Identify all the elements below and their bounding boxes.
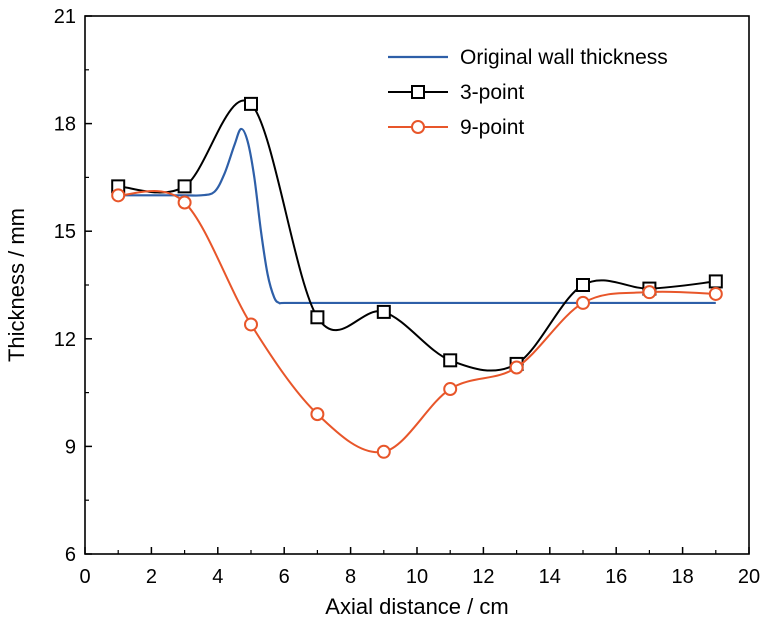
- series-line-3-point: [118, 99, 716, 372]
- data-point-9-point: [244, 317, 258, 332]
- y-tick-label: 12: [54, 329, 76, 351]
- data-point-3-point: [376, 304, 391, 319]
- data-point-3-point: [177, 179, 192, 194]
- legend-marker-3-point: [411, 85, 425, 99]
- data-point-9-point: [177, 195, 192, 210]
- data-point-9-point: [708, 286, 723, 301]
- data-point-3-point: [244, 96, 258, 111]
- series-line-9-point: [118, 190, 716, 454]
- x-tick-label: 16: [605, 566, 627, 588]
- y-tick-label: 9: [65, 436, 76, 458]
- data-point-9-point: [310, 407, 325, 422]
- legend-label-original: Original wall thickness: [460, 46, 668, 69]
- data-point-3-point: [708, 274, 723, 289]
- y-tick-label: 18: [54, 114, 76, 136]
- legend-marker-9-point: [411, 120, 425, 134]
- y-tick-label: 6: [65, 544, 76, 566]
- x-tick-label: 8: [345, 566, 356, 588]
- y-tick-label: 15: [54, 221, 76, 243]
- x-tick-label: 12: [472, 566, 494, 588]
- series-layer: [111, 96, 723, 459]
- legend: Original wall thickness 3-point 9-point: [388, 46, 668, 139]
- x-tick-label: 18: [671, 566, 693, 588]
- data-point-9-point: [111, 188, 126, 203]
- x-tick-label: 14: [539, 566, 561, 588]
- x-tick-label: 10: [406, 566, 428, 588]
- y-tick-label: 21: [54, 6, 76, 28]
- data-point-3-point: [443, 353, 458, 368]
- series-line-original-wall-thickness: [118, 127, 716, 305]
- legend-label-3-point: 3-point: [460, 81, 524, 104]
- data-point-9-point: [509, 360, 524, 375]
- x-tick-label: 2: [146, 566, 157, 588]
- x-axis-title: Axial distance / cm: [325, 594, 508, 619]
- legend-label-9-point: 9-point: [460, 116, 524, 139]
- data-point-9-point: [443, 382, 458, 397]
- y-axis-title: Thickness / mm: [4, 208, 29, 362]
- data-point-3-point: [310, 310, 325, 325]
- x-tick-label: 4: [212, 566, 223, 588]
- axis-ticks: 0 2 4 6 8 10 12 14 16 18 20 6 9 12 15 18 21: [54, 6, 760, 588]
- data-point-9-point: [642, 285, 657, 300]
- x-tick-label: 0: [79, 566, 90, 588]
- x-tick-label: 20: [738, 566, 760, 588]
- data-point-3-point: [576, 278, 590, 292]
- x-tick-label: 6: [279, 566, 290, 588]
- data-point-9-point: [376, 444, 391, 459]
- data-point-9-point: [576, 295, 590, 310]
